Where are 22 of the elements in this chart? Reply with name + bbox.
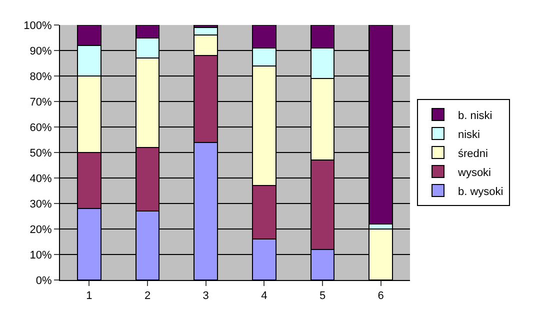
y-tick-label: 30% (30, 198, 52, 210)
y-tick-label: 80% (30, 70, 52, 83)
legend-label: b. niski (458, 110, 492, 122)
legend-label: b. wysoki (458, 186, 504, 198)
legend-label: średni (458, 148, 488, 160)
x-tick-label: 5 (319, 290, 326, 302)
y-tick-label: 20% (30, 224, 52, 236)
y-tick-label: 90% (30, 45, 52, 58)
legend-label: niski (458, 128, 480, 141)
x-tick-label: 6 (378, 290, 384, 302)
y-tick-label: 60% (30, 122, 52, 134)
legend-label: wysoki (457, 166, 492, 179)
y-tick-label: 10% (30, 249, 52, 262)
y-tick-label: 40% (30, 172, 52, 185)
x-tick-label: 2 (144, 290, 151, 302)
x-tick-label: 1 (86, 290, 92, 302)
y-tick-label: 50% (30, 147, 52, 160)
x-tick-label: 3 (202, 290, 209, 302)
x-tick-label: 4 (261, 290, 268, 302)
y-tick-label: 100% (24, 20, 52, 32)
y-tick-label: 0% (36, 274, 52, 287)
y-tick-label: 70% (30, 96, 52, 108)
